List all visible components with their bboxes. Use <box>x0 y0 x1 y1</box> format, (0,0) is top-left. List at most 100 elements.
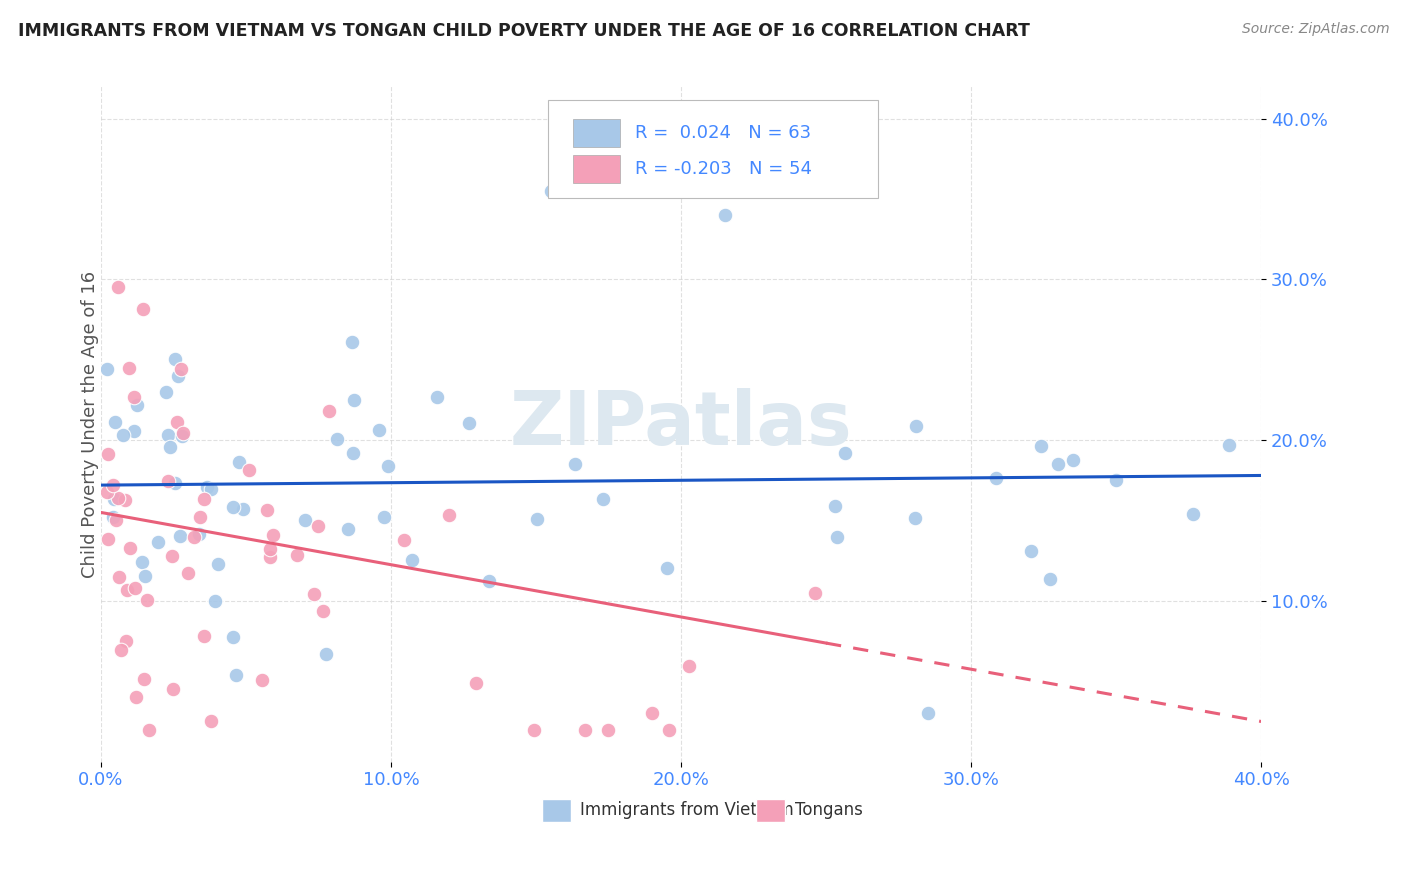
Point <box>103 491 125 506</box>
Point <box>1019 544 1042 558</box>
Point <box>523 723 546 737</box>
Point <box>193 492 215 507</box>
Point <box>134 569 156 583</box>
Point <box>225 668 247 682</box>
Point <box>103 510 125 524</box>
Y-axis label: Child Poverty Under the Age of 16: Child Poverty Under the Age of 16 <box>82 270 98 578</box>
Point <box>222 500 245 515</box>
Point <box>465 675 488 690</box>
Point <box>124 581 146 595</box>
Point <box>115 582 138 597</box>
Point <box>132 672 155 686</box>
Point <box>132 302 155 317</box>
FancyBboxPatch shape <box>574 119 620 147</box>
Point <box>187 526 209 541</box>
Point <box>641 706 664 721</box>
Point <box>326 433 349 447</box>
Point <box>478 574 501 588</box>
Point <box>377 458 399 473</box>
Point <box>167 369 190 384</box>
Point <box>312 604 335 618</box>
Point <box>401 553 423 567</box>
Point <box>308 519 330 533</box>
Point <box>1062 453 1084 467</box>
Point <box>1047 457 1070 471</box>
Text: R = -0.203   N = 54: R = -0.203 N = 54 <box>634 160 811 178</box>
Point <box>107 491 129 505</box>
Point <box>104 415 127 429</box>
Point <box>315 647 337 661</box>
Point <box>111 427 134 442</box>
Point <box>294 513 316 527</box>
Point <box>200 714 222 729</box>
Point <box>108 570 131 584</box>
Point <box>426 390 449 404</box>
Point <box>118 361 141 376</box>
Point <box>135 592 157 607</box>
Point <box>159 441 181 455</box>
FancyBboxPatch shape <box>547 100 879 198</box>
Point <box>304 587 326 601</box>
Point <box>259 542 281 557</box>
Point <box>368 423 391 437</box>
Point <box>162 682 184 697</box>
Point <box>804 586 827 600</box>
Text: IMMIGRANTS FROM VIETNAM VS TONGAN CHILD POVERTY UNDER THE AGE OF 16 CORRELATION : IMMIGRANTS FROM VIETNAM VS TONGAN CHILD … <box>18 22 1031 40</box>
Point <box>101 477 124 491</box>
Point <box>110 642 132 657</box>
Point <box>905 418 928 433</box>
Point <box>713 208 735 222</box>
Point <box>207 557 229 571</box>
Point <box>165 352 187 367</box>
Point <box>183 529 205 543</box>
Point <box>1039 572 1062 586</box>
Point <box>394 533 416 547</box>
Point <box>200 482 222 496</box>
Point <box>285 548 308 562</box>
Point <box>373 510 395 524</box>
Point <box>256 502 278 516</box>
Point <box>262 528 284 542</box>
Point <box>118 541 141 556</box>
Point <box>458 416 481 430</box>
Point <box>574 723 596 737</box>
Point <box>1105 473 1128 487</box>
Point <box>238 463 260 477</box>
Point <box>104 513 127 527</box>
Point <box>232 502 254 516</box>
Point <box>96 485 118 500</box>
Text: Immigrants from Vietnam: Immigrants from Vietnam <box>581 801 794 819</box>
Point <box>204 594 226 608</box>
Point <box>97 532 120 546</box>
Point <box>166 415 188 429</box>
Point <box>160 549 183 563</box>
Point <box>193 629 215 643</box>
Point <box>834 446 856 460</box>
Point <box>125 690 148 705</box>
Point <box>437 508 460 523</box>
Point <box>343 392 366 407</box>
Point <box>228 455 250 469</box>
FancyBboxPatch shape <box>574 154 620 183</box>
Point <box>188 510 211 524</box>
Point <box>163 476 186 491</box>
Point <box>169 528 191 542</box>
Point <box>1182 507 1205 521</box>
Point <box>825 530 848 544</box>
Point <box>125 398 148 412</box>
Point <box>904 510 927 524</box>
Point <box>259 549 281 564</box>
Point <box>984 471 1007 485</box>
Point <box>107 280 129 294</box>
Text: R =  0.024   N = 63: R = 0.024 N = 63 <box>634 124 811 142</box>
Point <box>131 555 153 569</box>
Point <box>598 723 620 737</box>
Point <box>678 659 700 673</box>
Text: Tongans: Tongans <box>794 801 863 819</box>
Point <box>658 723 681 737</box>
Point <box>824 499 846 513</box>
Point <box>342 446 364 460</box>
Point <box>318 404 340 418</box>
FancyBboxPatch shape <box>756 799 786 822</box>
Point <box>146 535 169 549</box>
